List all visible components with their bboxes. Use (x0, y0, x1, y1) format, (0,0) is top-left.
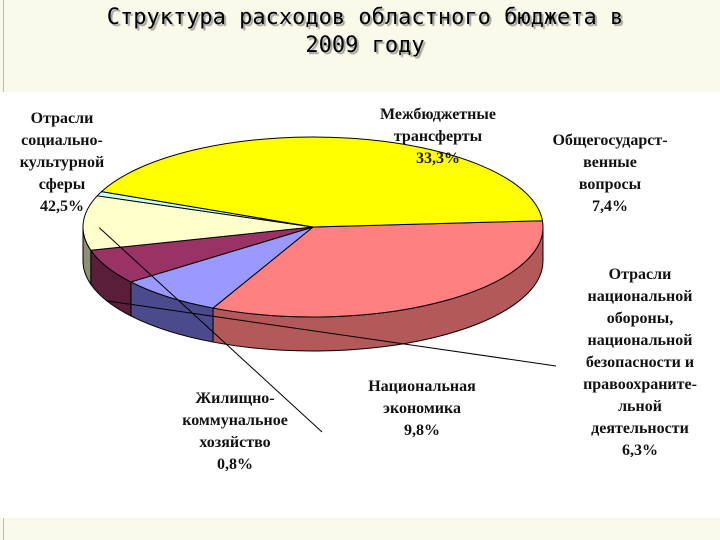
label-mezhbyudzhetnye: Межбюджетные трансферты 33,3% (380, 106, 496, 167)
title-area: Структура расходов областного бюджета в … (0, 0, 720, 92)
label-oborona: Отрасли национальной обороны, национальн… (583, 266, 697, 459)
chart-title: Структура расходов областного бюджета в … (20, 4, 710, 60)
chart-title-line-2: 2009 году (305, 33, 425, 58)
pie-chart (82, 136, 557, 433)
pie-slice-общегосударственные-вопросы (129, 226, 314, 309)
pie-slice-национальная-экономика (82, 195, 314, 251)
label-ekonomika: Национальная экономика 9,8% (368, 378, 476, 439)
pie-slice-межбюджетные-трансферты (211, 220, 544, 318)
leader-lines (98, 227, 557, 433)
leader-line-жилищно-коммунальное-хозяйство (98, 227, 323, 433)
footer-area (0, 518, 720, 540)
chart-title-line-1: Структура расходов областного бюджета в (106, 5, 624, 30)
label-socialnaya-sfera: Отрасли социально- культурной сферы 42,5… (19, 110, 105, 215)
label-zhkh: Жилищно- коммунальное хозяйство 0,8% (182, 390, 288, 473)
header-edge-line (3, 0, 4, 92)
plot-area: Межбюджетные трансферты 33,3% Общегосуда… (0, 92, 720, 518)
leader-line-отрасли-национальной-обороны-национальной-безопасности-и-правоохранительной-деятельности (106, 300, 557, 367)
label-obshchegosudarstvennye: Общегосударст- венные вопросы 7,4% (552, 132, 668, 215)
pie-sides (82, 226, 544, 352)
pie-slice-отрасли-социально-культурной-сферы (100, 136, 544, 228)
pie-slices (82, 136, 544, 318)
footer-edge-line (3, 518, 4, 540)
